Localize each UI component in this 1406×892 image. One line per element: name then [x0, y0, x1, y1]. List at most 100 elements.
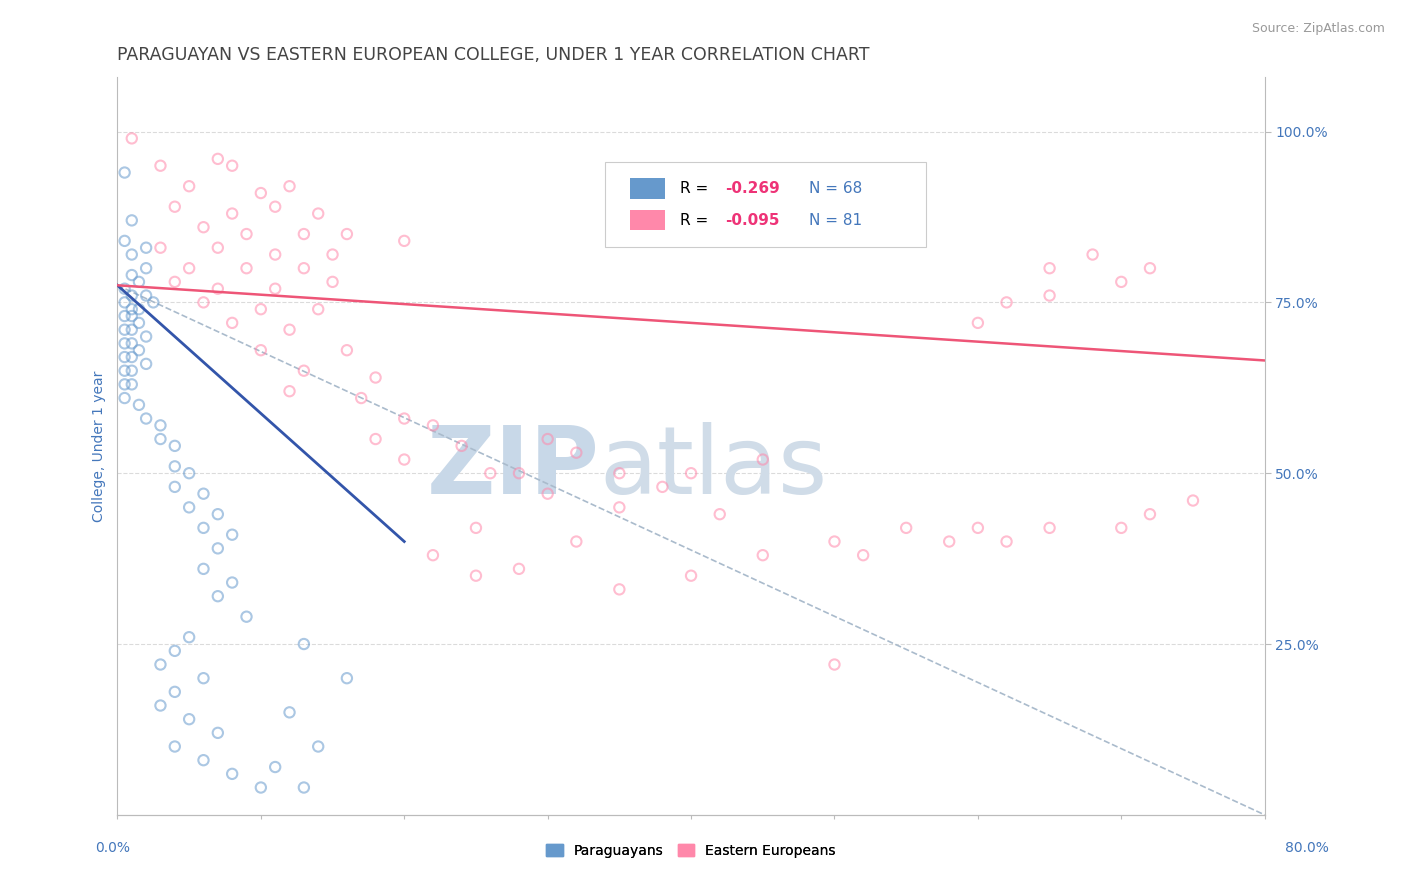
- Point: [537, 432, 560, 446]
- Point: [938, 534, 960, 549]
- Text: atlas: atlas: [599, 422, 828, 514]
- Point: [250, 343, 273, 358]
- Point: [1109, 521, 1132, 535]
- Point: [121, 350, 143, 364]
- Point: [193, 521, 215, 535]
- Point: [114, 295, 136, 310]
- Point: [193, 295, 215, 310]
- Point: [207, 507, 229, 521]
- Point: [422, 548, 444, 562]
- Point: [207, 726, 229, 740]
- Point: [135, 411, 157, 425]
- Point: [292, 261, 315, 276]
- Point: [609, 500, 631, 515]
- Point: [307, 739, 329, 754]
- Text: ZIP: ZIP: [426, 422, 599, 514]
- Point: [114, 282, 136, 296]
- Point: [264, 200, 287, 214]
- Point: [250, 186, 273, 200]
- Point: [651, 480, 673, 494]
- Point: [179, 500, 201, 515]
- Point: [163, 644, 186, 658]
- Point: [163, 275, 186, 289]
- Point: [163, 200, 186, 214]
- Point: [278, 323, 301, 337]
- Point: [114, 350, 136, 364]
- Point: [121, 309, 143, 323]
- Point: [221, 767, 243, 781]
- Point: [752, 548, 775, 562]
- Point: [350, 391, 373, 405]
- Point: [1139, 261, 1161, 276]
- Point: [394, 234, 416, 248]
- Point: [852, 548, 875, 562]
- Point: [307, 206, 329, 220]
- Point: [193, 562, 215, 576]
- Point: [322, 275, 344, 289]
- Point: [163, 459, 186, 474]
- Point: [149, 241, 172, 255]
- Point: [121, 302, 143, 317]
- Point: [207, 589, 229, 603]
- Point: [121, 268, 143, 282]
- Point: [221, 316, 243, 330]
- Point: [114, 391, 136, 405]
- Text: N = 68: N = 68: [810, 181, 862, 196]
- Point: [1109, 275, 1132, 289]
- Point: [565, 446, 588, 460]
- Text: PARAGUAYAN VS EASTERN EUROPEAN COLLEGE, UNDER 1 YEAR CORRELATION CHART: PARAGUAYAN VS EASTERN EUROPEAN COLLEGE, …: [118, 46, 870, 64]
- Point: [163, 739, 186, 754]
- Point: [128, 302, 150, 317]
- Point: [681, 568, 703, 582]
- Point: [264, 282, 287, 296]
- Point: [163, 439, 186, 453]
- Point: [179, 466, 201, 480]
- Point: [193, 671, 215, 685]
- Point: [135, 329, 157, 343]
- Y-axis label: College, Under 1 year: College, Under 1 year: [93, 370, 107, 522]
- Point: [465, 521, 488, 535]
- Text: -0.095: -0.095: [725, 212, 780, 227]
- Point: [479, 466, 502, 480]
- Point: [250, 302, 273, 317]
- Point: [609, 582, 631, 597]
- Point: [135, 261, 157, 276]
- Point: [121, 336, 143, 351]
- Point: [193, 486, 215, 500]
- Point: [221, 159, 243, 173]
- Point: [336, 671, 359, 685]
- Point: [121, 288, 143, 302]
- Point: [465, 568, 488, 582]
- Point: [121, 213, 143, 227]
- Point: [995, 295, 1018, 310]
- Point: [135, 357, 157, 371]
- Point: [450, 439, 472, 453]
- Point: [264, 760, 287, 774]
- Point: [1181, 493, 1204, 508]
- Point: [135, 288, 157, 302]
- Point: [364, 370, 387, 384]
- Point: [307, 302, 329, 317]
- Point: [128, 343, 150, 358]
- Point: [235, 609, 257, 624]
- Point: [565, 534, 588, 549]
- Point: [292, 227, 315, 241]
- Point: [250, 780, 273, 795]
- Point: [824, 534, 846, 549]
- Point: [114, 165, 136, 179]
- Point: [752, 452, 775, 467]
- Point: [207, 282, 229, 296]
- Point: [995, 534, 1018, 549]
- Point: [394, 452, 416, 467]
- Point: [1139, 507, 1161, 521]
- Point: [422, 418, 444, 433]
- Point: [1039, 261, 1062, 276]
- Bar: [630, 178, 665, 199]
- Point: [278, 179, 301, 194]
- Point: [149, 159, 172, 173]
- Text: 0.0%: 0.0%: [96, 841, 131, 855]
- Text: R =: R =: [679, 181, 713, 196]
- Point: [508, 562, 530, 576]
- Point: [149, 432, 172, 446]
- Point: [149, 418, 172, 433]
